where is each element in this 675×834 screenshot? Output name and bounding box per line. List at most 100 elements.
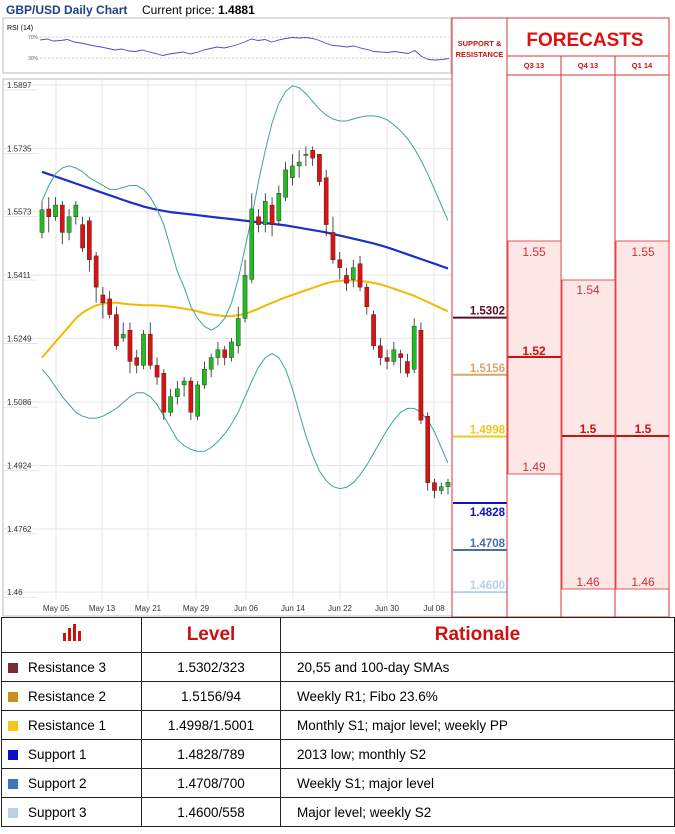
quarter-q4-13: Q4 13 [578,61,598,70]
support-resistance-panel: SUPPORT & RESISTANCE 1.5302 1.5156 1.4998 1… [451,17,508,617]
sr-level-label: 1.4708 [470,538,506,550]
candle-body [53,204,58,217]
sr-level-label: 1.5156 [470,363,505,375]
quarter-q1-14: Q1 14 [632,61,653,70]
candle-body [208,357,214,370]
price-chart: 1.5897 1.5735 1.5573 1.5411 1.5249 1.5086 1.49… [2,78,453,617]
forecast-q3-13-low: 1.49 [522,460,546,474]
level-rationale: 20,55 and 100-day SMAs [280,652,675,682]
level-name-cell: Support 2 [1,768,142,798]
candle-body [229,341,234,358]
y-axis: 1.5897 1.5735 1.5573 1.5411 1.5249 1.5086 1.49… [3,81,38,598]
level-row: Resistance 1 1.4998/1.5001 Monthly S1; maj… [1,710,675,740]
current-price: Current price: 1.4881 [142,3,255,17]
y-tick-label: 1.4924 [7,461,32,470]
x-tick-label: Jun 06 [234,604,259,613]
level-rationale: Weekly R1; Fibo 23.6% [280,681,675,711]
sr-level-label: 1.4828 [470,507,506,519]
rsi-series-line [39,37,450,61]
level-row: Resistance 2 1.5156/94 Weekly R1; Fibo 23.… [1,681,675,711]
level-name-cell: Resistance 2 [1,681,142,711]
candle-body [317,154,322,182]
forecast-q1-14-mid: 1.5 [635,422,652,436]
level-row: Support 3 1.4600/558 Major level; weekly S… [1,797,675,827]
level-name: Support 2 [28,775,87,791]
candle-body [181,380,187,386]
level-row: Support 2 1.4708/700 Weekly S1; major leve… [1,768,675,798]
candle-body [161,372,167,413]
level-swatch [8,778,18,789]
level-name: Resistance 3 [28,659,107,675]
x-tick-label: Jun 30 [375,604,400,613]
level-value: 1.4708/700 [141,768,281,798]
forecast-q3-13-mid: 1.52 [522,344,546,358]
candle-body [418,329,424,421]
candle-body [364,286,370,307]
level-name: Support 1 [28,746,87,762]
candle-body [256,216,261,225]
candle-body [330,232,336,260]
candle-body [93,255,99,288]
y-tick-label: 1.5735 [7,144,32,153]
sr-level-label: 1.5302 [470,306,505,318]
x-axis: May 05 May 13 May 21 May 29 Jun 06 Jun 14 Jun … [43,604,445,613]
candle-body [73,204,79,217]
candle-body [303,154,309,156]
candle-body [154,365,160,378]
forecast-q4-13-high: 1.54 [576,283,600,297]
candle-body [202,369,207,386]
level-value: 1.5302/323 [141,652,281,682]
candle-body [175,388,180,397]
x-tick-label: May 13 [89,604,116,613]
sr-level-label: 1.4998 [470,425,506,437]
candle-body [134,357,140,366]
level-name: Resistance 2 [28,688,107,704]
candle-body [283,169,288,198]
rsi-label: RSI (14) [7,25,33,32]
sr-header-1: SUPPORT & [458,39,502,48]
candle-body [344,275,349,284]
candle-body [310,150,315,159]
x-tick-label: Jun 22 [328,604,353,613]
candle-body [249,208,255,280]
candle-body [127,329,133,362]
candle-body [120,333,126,339]
candle-body [290,165,295,178]
price-frame [2,78,453,617]
level-name: Support 3 [28,804,87,820]
candle-body [378,345,383,358]
candle-body [66,216,72,233]
rsi-70-label: 70% [28,35,39,41]
y-tick-label: 1.5573 [7,208,32,217]
y-tick-label: 1.46 [7,588,23,597]
level-name-cell: Support 3 [1,797,142,827]
y-tick-label: 1.5411 [7,271,31,280]
rsi-frame [2,17,452,74]
forecast-q3-13-high: 1.55 [522,245,546,259]
forecasts-panel: FORECASTS Q3 13 Q4 13 Q1 14 1.55 1.52 1.… [506,17,670,617]
candle-body [242,275,248,319]
candle-body [195,384,200,417]
y-tick-label: 1.5249 [7,334,32,343]
x-tick-label: May 21 [135,604,162,613]
level-swatch [8,807,18,818]
candle-body [323,177,329,225]
forecast-range-q4-13 [561,279,616,590]
candle-body [147,333,153,366]
candle-body [384,357,390,362]
level-value: 1.4828/789 [141,739,281,769]
bollinger-upper-line [41,85,449,331]
forecast-q4-13-mid: 1.5 [580,422,597,436]
level-value: 1.4600/558 [141,797,281,827]
candle-body [276,193,282,221]
chart-icon-cell [1,617,142,653]
levels-table: Level Rationale Resistance 3 1.5302/323 20… [1,617,675,827]
level-name-cell: Resistance 3 [1,652,142,682]
candle-body [350,267,356,280]
level-name-cell: Resistance 1 [1,710,142,740]
level-row: Support 1 1.4828/789 2013 low; monthly S2 [1,739,675,769]
x-tick-label: Jun 14 [281,604,306,613]
candle-body [222,349,227,358]
levels-table-container: Level Rationale Resistance 3 1.5302/323 20… [0,617,675,834]
level-name: Resistance 1 [28,717,107,733]
